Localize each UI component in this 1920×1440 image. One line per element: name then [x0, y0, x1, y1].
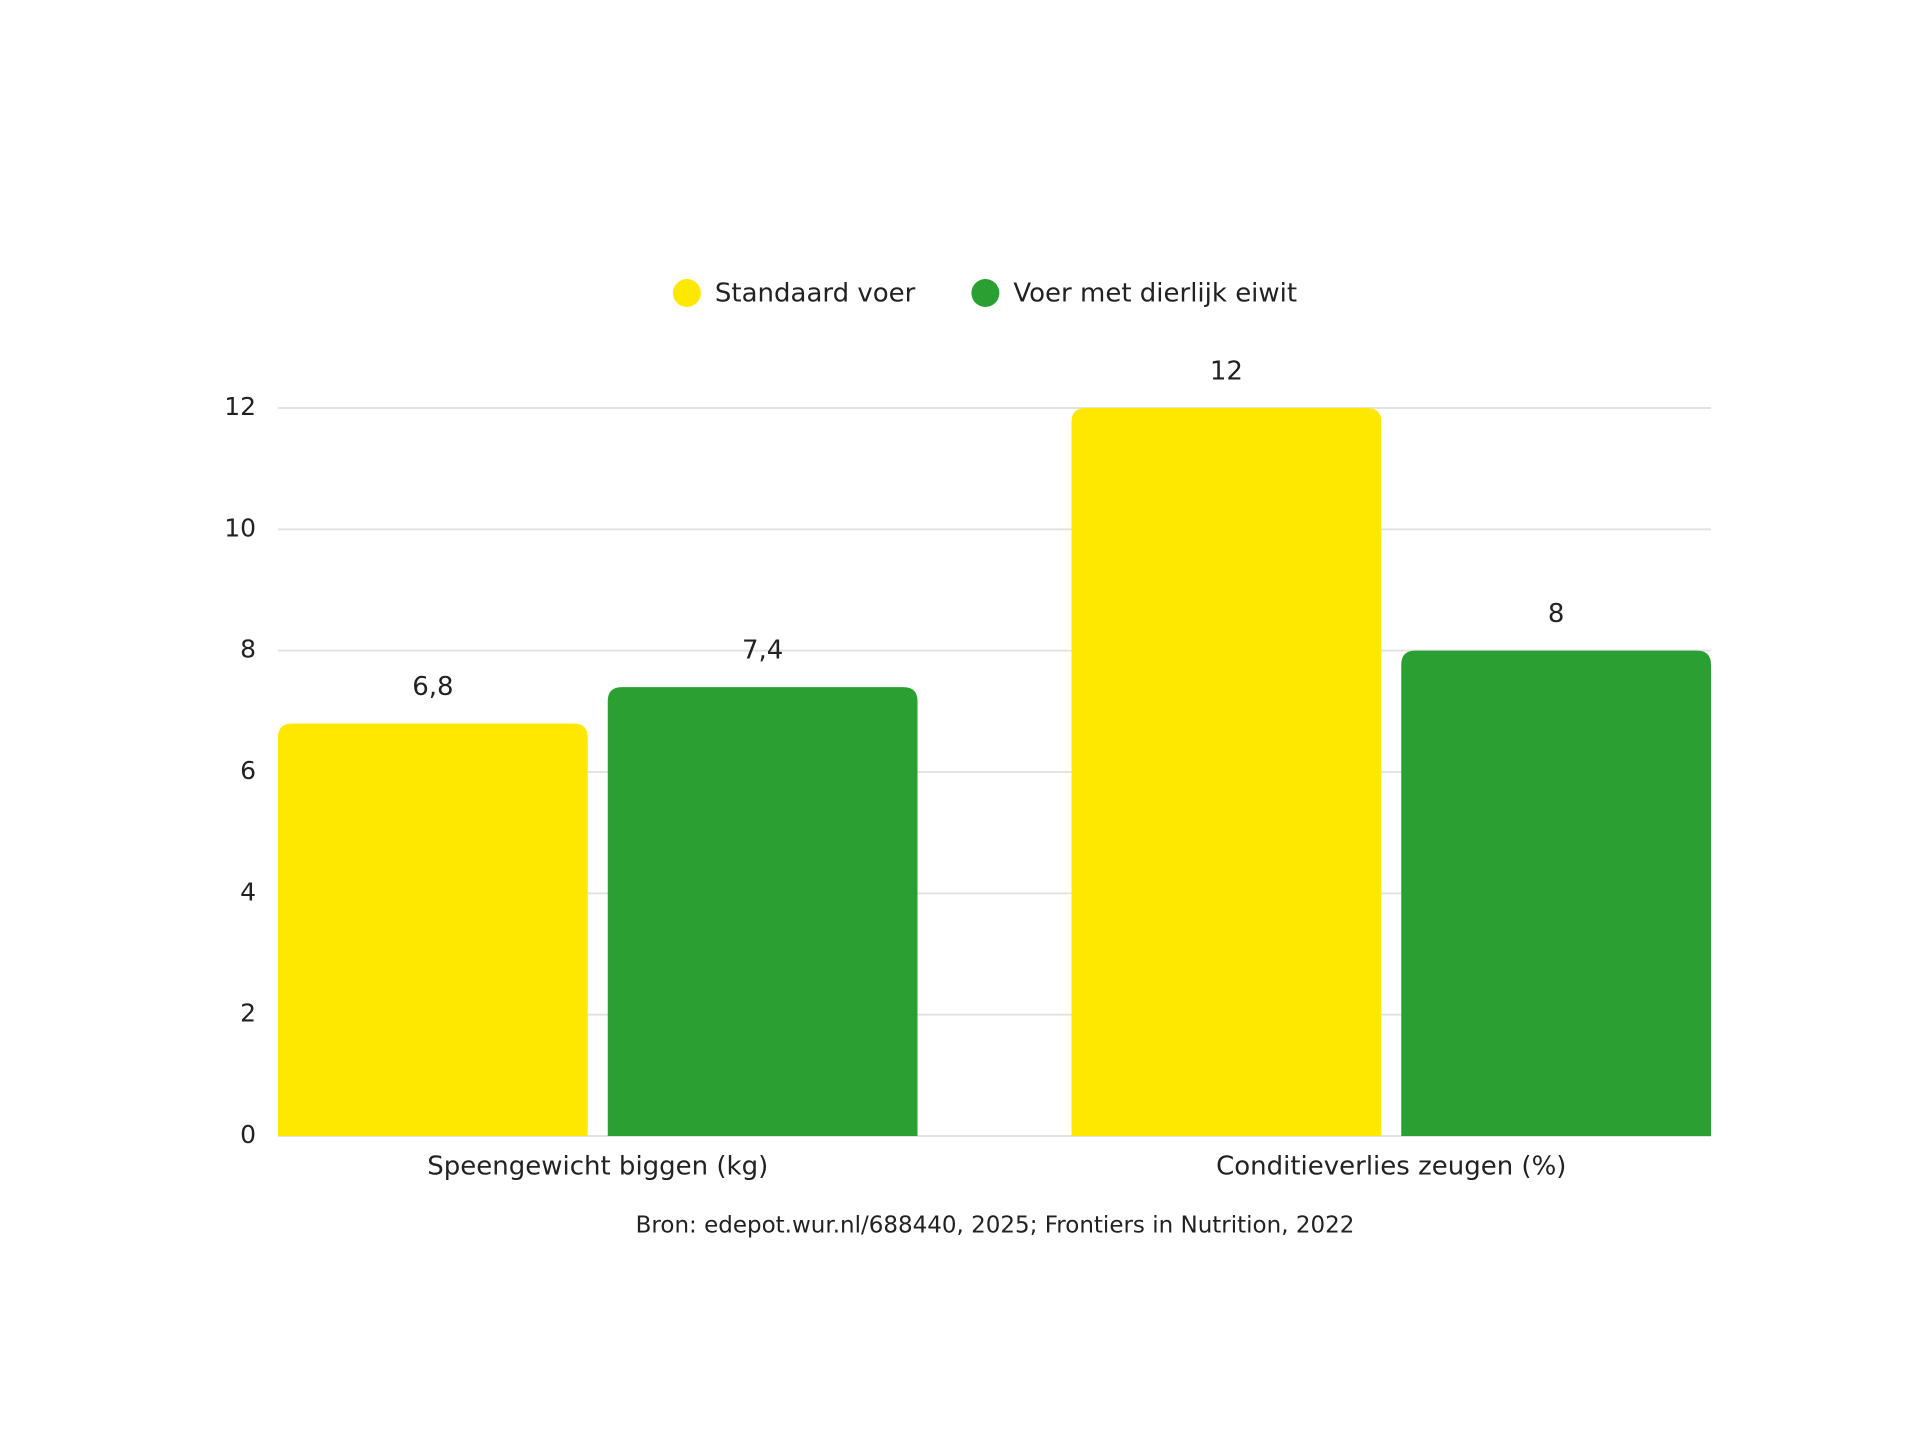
y-tick-label: 4	[240, 877, 256, 906]
y-tick-label: 0	[240, 1120, 256, 1149]
x-tick-label: Speengewicht biggen (kg)	[427, 1152, 768, 1182]
bar	[1401, 650, 1711, 1136]
y-tick-label: 10	[224, 513, 256, 542]
legend-marker	[971, 279, 1000, 307]
value-label: 8	[1548, 599, 1565, 629]
source-note: Bron: edepot.wur.nl/688440, 2025; Fronti…	[636, 1213, 1355, 1239]
y-tick-label: 8	[240, 635, 256, 664]
legend-label: Voer met dierlijk eiwit	[1013, 279, 1297, 309]
value-label: 7,4	[742, 636, 783, 666]
bar	[1071, 408, 1382, 1136]
value-label: 12	[1210, 357, 1243, 387]
bar	[607, 687, 918, 1136]
y-tick-label: 12	[224, 392, 256, 421]
y-tick-label: 2	[240, 999, 256, 1028]
x-tick-label: Conditieverlies zeugen (%)	[1216, 1152, 1566, 1182]
bar	[278, 723, 588, 1136]
legend-marker	[672, 279, 701, 307]
legend-label: Standaard voer	[715, 279, 916, 309]
y-tick-label: 6	[240, 756, 256, 785]
value-label: 6,8	[412, 672, 453, 702]
